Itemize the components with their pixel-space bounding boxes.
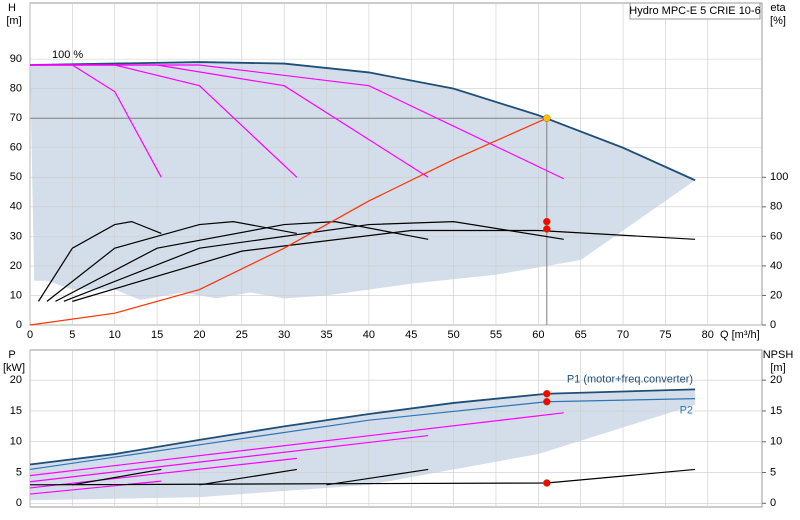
y2-tick-label: 40 (770, 260, 782, 272)
curve (29, 398, 696, 471)
curve (29, 117, 548, 326)
curve (37, 220, 162, 302)
x-tick-label: 55 (490, 329, 502, 341)
y2-tick-label: 100 (770, 171, 788, 183)
x-tick-label: 10 (109, 329, 121, 341)
y2-tick-label: 0 (770, 319, 776, 331)
x-tick-label: 75 (659, 329, 671, 341)
duty-marker (543, 479, 551, 487)
curve (326, 468, 429, 486)
y-tick-label: 20 (10, 374, 22, 386)
curve (29, 61, 696, 182)
x-tick-label: 60 (532, 329, 544, 341)
y2-tick-label: 20 (770, 289, 782, 301)
y2-tick-label: 15 (770, 405, 782, 417)
x-tick-label: 80 (702, 329, 714, 341)
x-tick-label: 50 (447, 329, 459, 341)
curve (46, 221, 297, 302)
y-axis-unit: [kW] (3, 362, 25, 374)
x-tick-label: 15 (151, 329, 163, 341)
x-tick-label: 30 (278, 329, 290, 341)
x-tick-label: 70 (617, 329, 629, 341)
y-axis-unit: [m] (6, 15, 21, 27)
title-box (629, 2, 761, 20)
curve (29, 412, 564, 477)
y-tick-label: 40 (10, 201, 22, 213)
y-axis-label: H (8, 2, 16, 14)
duty-marker (543, 114, 551, 122)
y2-axis-label: eta (770, 2, 786, 14)
chart-title: Hydro MPC-E 5 CRIE 10-6 (629, 5, 760, 17)
y-tick-label: 0 (16, 319, 22, 331)
y2-axis-unit: [m] (770, 362, 785, 374)
y-tick-label: 5 (16, 466, 22, 478)
x-tick-label: 45 (405, 329, 417, 341)
y-tick-label: 50 (10, 171, 22, 183)
y2-tick-label: 20 (770, 374, 782, 386)
x-tick-label: 0 (27, 329, 33, 341)
curve (72, 468, 162, 486)
x-tick-label: 25 (236, 329, 248, 341)
curve (29, 434, 429, 483)
curve (55, 221, 429, 302)
y-tick-label: 10 (10, 289, 22, 301)
x-tick-label: 20 (193, 329, 205, 341)
y2-axis-label: NPSH (763, 349, 794, 361)
y2-tick-label: 5 (770, 466, 776, 478)
curve (29, 388, 696, 466)
y2-tick-label: 80 (770, 201, 782, 213)
y-tick-label: 90 (10, 53, 22, 65)
y-tick-label: 0 (16, 497, 22, 509)
y-tick-label: 60 (10, 142, 22, 154)
x-axis-label: Q [m³/h] (720, 329, 760, 341)
annotation: 100 % (52, 49, 83, 61)
y-axis-label: P (8, 349, 15, 361)
curve (63, 221, 564, 302)
y2-tick-label: 60 (770, 230, 782, 242)
y-tick-label: 20 (10, 260, 22, 272)
duty-marker (543, 389, 551, 398)
y2-axis-unit: [%] (770, 15, 786, 27)
y-tick-label: 70 (10, 112, 22, 124)
curve (29, 457, 297, 489)
y2-tick-label: 0 (770, 497, 776, 509)
x-tick-label: 65 (575, 329, 587, 341)
x-tick-label: 40 (363, 329, 375, 341)
curve (72, 229, 696, 302)
y-tick-label: 80 (10, 83, 22, 95)
curve-label: P2 (680, 405, 693, 417)
curve (199, 468, 297, 486)
x-tick-label: 35 (320, 329, 332, 341)
curve-label: P1 (motor+freq.converter) (567, 373, 693, 385)
y-tick-label: 15 (10, 405, 22, 417)
duty-marker (543, 225, 551, 233)
x-tick-label: 5 (69, 329, 75, 341)
duty-marker (543, 397, 551, 406)
duty-marker (543, 217, 551, 226)
curve (30, 64, 565, 180)
y-tick-label: 30 (10, 230, 22, 242)
curve (29, 480, 162, 495)
y-tick-label: 10 (10, 436, 22, 448)
y2-tick-label: 10 (770, 436, 782, 448)
